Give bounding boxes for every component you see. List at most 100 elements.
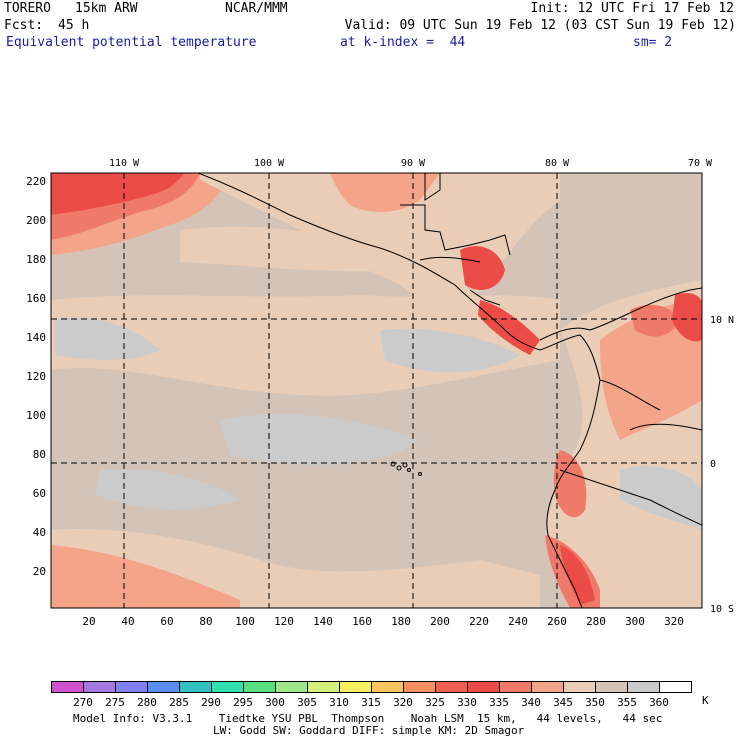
init-time: Init: 12 UTC Fri 17 Feb 12 xyxy=(530,1,735,16)
pacific-coastline xyxy=(197,173,601,608)
level-index: at k-index = 44 xyxy=(340,35,466,50)
colorbar-swatch xyxy=(147,681,180,693)
y-tick-100: 100 xyxy=(26,409,46,422)
warm-patch-southwest xyxy=(51,545,240,608)
x-tick-200: 200 xyxy=(430,615,450,628)
cool-patch-2 xyxy=(220,413,420,465)
x-tick-140: 140 xyxy=(313,615,333,628)
forecast-label: Fcst: xyxy=(4,18,44,33)
colorbar-swatch xyxy=(499,681,532,693)
x-tick-220: 220 xyxy=(469,615,489,628)
y-tick-180: 180 xyxy=(26,253,46,266)
colorbar-label: 360 xyxy=(649,696,669,709)
x-tick-300: 300 xyxy=(625,615,645,628)
warm-ecuador xyxy=(553,450,587,518)
warm-costa-rica xyxy=(478,300,540,355)
colorbar-swatch xyxy=(115,681,148,693)
warm-colombia-core xyxy=(630,304,680,337)
y-tick-140: 140 xyxy=(26,331,46,344)
colorbar-label: 315 xyxy=(361,696,381,709)
plot-frame xyxy=(50,172,703,609)
x-tick-240: 240 xyxy=(508,615,528,628)
y-tick-20: 20 xyxy=(33,565,46,578)
map-field xyxy=(51,173,702,608)
warm-venezuela xyxy=(672,293,702,342)
colorbar-swatch xyxy=(211,681,244,693)
organization: NCAR/MMM xyxy=(225,1,288,16)
colorbar-swatch xyxy=(403,681,436,693)
graticule xyxy=(51,173,702,608)
colorbar-label: 290 xyxy=(201,696,221,709)
lon-label-70w: 70 W xyxy=(688,158,713,169)
lat-label-10n: 10 N xyxy=(710,315,734,326)
smoothing: sm= 2 xyxy=(633,35,673,50)
colorbar-swatch xyxy=(307,681,340,693)
colorbar-swatch xyxy=(339,681,372,693)
warm-peru-core xyxy=(560,545,595,605)
cool-patch-1 xyxy=(55,317,160,360)
colorbar-label: 270 xyxy=(73,696,93,709)
colorbar-swatch xyxy=(83,681,116,693)
model-info-line: Model Info: V3.3.1 Tiedtke YSU PBL Thomp… xyxy=(73,712,663,725)
y-tick-160: 160 xyxy=(26,292,46,305)
lat-label-0: 0 xyxy=(710,459,716,470)
colorbar-swatch xyxy=(243,681,276,693)
colorbar-swatch xyxy=(275,681,308,693)
x-tick-40: 40 xyxy=(121,615,134,628)
colorbar-label: 305 xyxy=(297,696,317,709)
model-resolution: 15km ARW xyxy=(75,1,138,16)
x-tick-20: 20 xyxy=(82,615,95,628)
colorbar-label: 275 xyxy=(105,696,125,709)
cool-patch-3 xyxy=(380,328,520,373)
colorbar-label: 335 xyxy=(489,696,509,709)
x-tick-80: 80 xyxy=(199,615,212,628)
colorbar-label: 320 xyxy=(393,696,413,709)
colorbar-label: 310 xyxy=(329,696,349,709)
honduras-border xyxy=(419,256,481,263)
colorbar-label: 330 xyxy=(457,696,477,709)
colorbar-swatch xyxy=(563,681,596,693)
field-name: Equivalent potential temperature xyxy=(6,35,257,50)
colorbar-swatch xyxy=(51,681,84,693)
warm-honduras xyxy=(460,246,505,290)
lon-label-110w: 110 W xyxy=(109,158,140,169)
x-tick-280: 280 xyxy=(586,615,606,628)
colombia-caribbean-coast xyxy=(589,287,702,331)
x-tick-180: 180 xyxy=(391,615,411,628)
y-tick-40: 40 xyxy=(33,526,46,539)
coastlines xyxy=(197,173,702,608)
colorbar-swatch xyxy=(531,681,564,693)
colorbar-unit: K xyxy=(702,694,709,707)
forecast-hour: 45 h xyxy=(58,18,90,33)
colorbar-swatch xyxy=(467,681,500,693)
brazil-border xyxy=(629,423,702,431)
x-tick-120: 120 xyxy=(274,615,294,628)
peru-border xyxy=(559,469,702,526)
panama-border xyxy=(539,327,591,341)
cool-amazon xyxy=(620,466,702,530)
colorbar-label: 345 xyxy=(553,696,573,709)
cool-patch-4 xyxy=(95,469,240,510)
y-tick-80: 80 xyxy=(33,448,46,461)
x-tick-160: 160 xyxy=(352,615,372,628)
lon-label-90w: 90 W xyxy=(401,158,426,169)
warm-colombia xyxy=(600,300,702,440)
x-tick-100: 100 xyxy=(235,615,255,628)
colorbar-swatch xyxy=(595,681,628,693)
x-tick-60: 60 xyxy=(160,615,173,628)
model-name: TORERO xyxy=(4,1,51,16)
x-tick-260: 260 xyxy=(547,615,567,628)
colorbar-label: 340 xyxy=(521,696,541,709)
colorbar-label: 350 xyxy=(585,696,605,709)
y-tick-60: 60 xyxy=(33,487,46,500)
guatemala-border xyxy=(400,204,511,256)
lat-label-10s: 10 S xyxy=(710,604,734,615)
colorbar-label: 280 xyxy=(137,696,157,709)
nicaragua-border xyxy=(469,289,501,306)
colorbar-label: 295 xyxy=(233,696,253,709)
lon-label-80w: 80 W xyxy=(545,158,570,169)
colorbar-swatch xyxy=(435,681,468,693)
y-tick-120: 120 xyxy=(26,370,46,383)
y-tick-200: 200 xyxy=(26,214,46,227)
valid-time: Valid: 09 UTC Sun 19 Feb 12 (03 CST Sun … xyxy=(344,18,736,33)
